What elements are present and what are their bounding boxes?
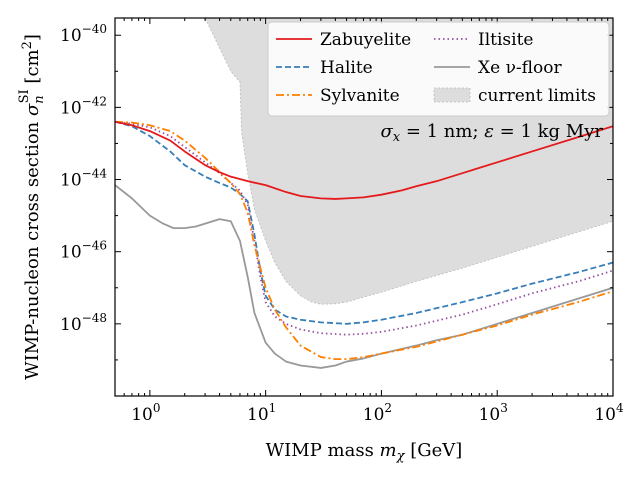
series-line-iltisite (115, 120, 613, 336)
legend-label-iltisite: Iltisite (478, 30, 533, 50)
plot-frame (114, 17, 614, 397)
legend: Zabuyelite Iltisite Halite Xe ν-floor Sylvan… (267, 21, 610, 117)
y-tick-label: 10−42 (60, 94, 107, 118)
y-axis-label: WIMP-nucleon cross section σnSI [cm2] (17, 34, 47, 380)
x-axis-label: WIMP mass mχ [GeV] (266, 440, 463, 464)
series-line-sylvanite (115, 120, 613, 361)
x-tick-label: 102 (363, 401, 392, 425)
legend-box (267, 21, 610, 117)
x-tick-label: 101 (247, 401, 276, 425)
axis-ticks (114, 18, 614, 397)
legend-swatch-current-limits (433, 87, 471, 103)
y-tick-label: 10−48 (60, 311, 107, 335)
annotation: σx = 1 nm; ε = 1 kg Myr (380, 121, 603, 145)
tick-labels: 100 101 102 103 104 10−40 10−42 10−44 10−46 10−48 (60, 22, 624, 425)
x-tick-label: 104 (594, 401, 624, 425)
series-line-zabuyelite (115, 120, 613, 200)
legend-label-xe-floor: Xe ν-floor (478, 58, 562, 78)
legend-label-current-limits: current limits (478, 86, 596, 106)
y-tick-label: 10−40 (60, 22, 107, 46)
y-tick-label: 10−44 (60, 167, 107, 191)
x-tick-label: 103 (479, 401, 508, 425)
x-tick-label: 100 (131, 401, 160, 425)
legend-label-zabuyelite: Zabuyelite (320, 30, 411, 50)
legend-label-halite: Halite (320, 58, 373, 78)
series-line-halite (115, 120, 613, 325)
y-tick-label: 10−46 (60, 239, 107, 263)
legend-label-sylvanite: Sylvanite (320, 86, 400, 106)
